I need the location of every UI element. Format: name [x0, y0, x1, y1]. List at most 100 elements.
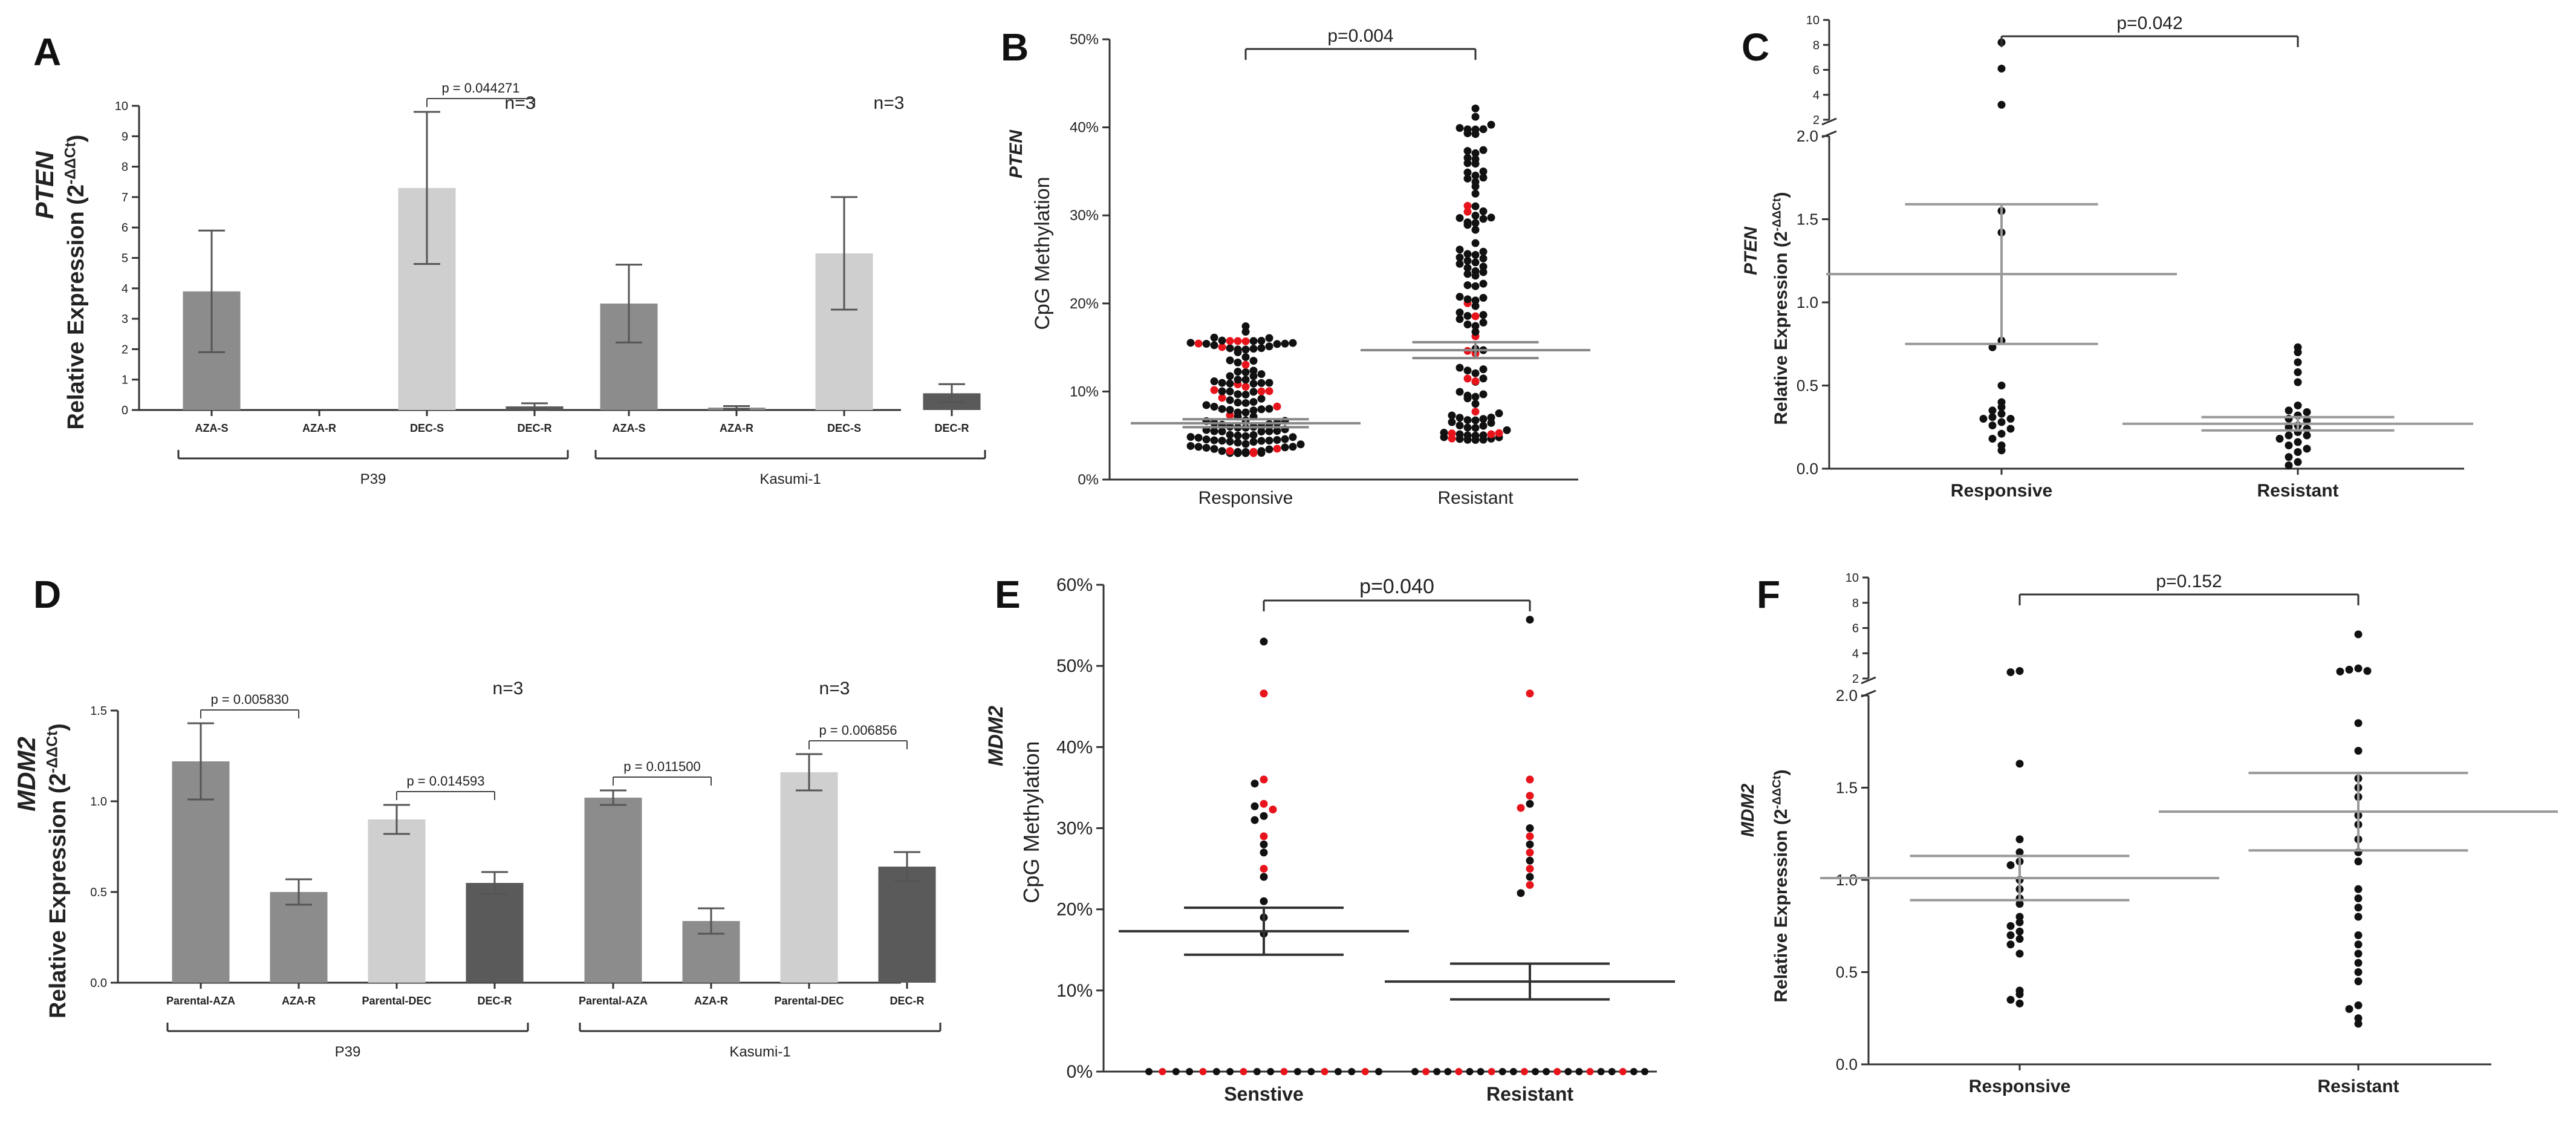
- data-point: [1234, 345, 1242, 354]
- data-point-zero: [1240, 1068, 1247, 1075]
- data-point: [1218, 437, 1226, 445]
- data-point: [2354, 931, 2363, 939]
- data-point: [1249, 379, 1258, 388]
- data-point: [1456, 124, 1464, 132]
- y-tick-label: 8: [1813, 39, 1820, 52]
- x-tick-label: Responsive: [1199, 488, 1293, 508]
- x-tick-label: AZA-R: [720, 422, 753, 434]
- data-point: [1471, 282, 1480, 290]
- data-point: [1471, 431, 1480, 440]
- data-point-zero: [1375, 1068, 1382, 1075]
- data-point: [2006, 415, 2015, 423]
- n-label: n=3: [505, 93, 536, 113]
- y-axis-label-close: ): [45, 723, 71, 731]
- panel-letter-D: D: [33, 573, 61, 616]
- data-point: [1241, 337, 1250, 345]
- data-point: [1260, 848, 1268, 857]
- data-point: [1226, 337, 1234, 345]
- data-point-zero: [1361, 1068, 1369, 1075]
- data-point: [2285, 406, 2293, 415]
- y-tick-label: 30%: [1056, 819, 1093, 839]
- y-axis-label-close: ): [63, 135, 89, 143]
- data-point: [1210, 402, 1218, 411]
- data-point: [1226, 431, 1234, 439]
- y-axis-label-text: Relative Expression (2: [1771, 231, 1791, 425]
- data-point: [1463, 270, 1472, 278]
- data-point-zero: [1145, 1068, 1153, 1075]
- p-value-label: p = 0.011500: [623, 759, 700, 774]
- data-point: [2354, 719, 2363, 728]
- data-point: [1471, 258, 1480, 267]
- data-point-zero: [1172, 1068, 1180, 1075]
- y-tick-label: 10: [1806, 14, 1820, 27]
- x-tick-label: DEC-R: [890, 995, 925, 1007]
- data-point: [1456, 315, 1464, 324]
- data-point: [1241, 345, 1250, 354]
- data-point: [1471, 112, 1480, 121]
- data-point: [1202, 401, 1211, 409]
- y-axis-label-text: Relative Expression (2: [45, 773, 71, 1018]
- data-point: [1257, 344, 1266, 353]
- data-point: [1471, 416, 1480, 425]
- data-point: [2345, 665, 2353, 674]
- data-point: [1479, 207, 1488, 215]
- data-point: [1479, 174, 1488, 182]
- y-tick-label: 50%: [1056, 656, 1093, 676]
- data-point: [1997, 429, 2006, 438]
- data-point: [1456, 430, 1464, 438]
- data-point: [1226, 396, 1234, 405]
- data-point: [2015, 900, 2024, 908]
- data-point: [1471, 296, 1480, 305]
- data-point-zero: [1586, 1068, 1594, 1075]
- data-point: [2015, 848, 2024, 856]
- data-point: [1517, 889, 1525, 897]
- y-tick-label: 1.5: [1797, 210, 1818, 229]
- y-axis-label: CpG Methylation: [1031, 177, 1054, 330]
- group-label: P39: [360, 471, 386, 487]
- data-point: [1234, 431, 1242, 440]
- data-point: [1440, 429, 1448, 437]
- data-point-zero: [1186, 1068, 1194, 1075]
- data-point: [2294, 378, 2302, 386]
- data-point: [2015, 918, 2024, 926]
- axis-break-mark: [1821, 117, 1837, 126]
- data-point: [1448, 429, 1456, 438]
- x-tick-label: AZA-R: [302, 422, 336, 434]
- data-point: [1479, 431, 1488, 440]
- y-tick-label: 1.0: [1797, 293, 1818, 311]
- data-point: [1463, 295, 1472, 304]
- data-point: [1463, 147, 1472, 155]
- data-point: [2294, 438, 2302, 446]
- x-tick-label: Responsive: [1969, 1076, 2070, 1096]
- data-point: [1526, 865, 1534, 873]
- data-point: [1471, 312, 1480, 321]
- bar: [780, 772, 838, 983]
- data-point: [2303, 408, 2311, 416]
- data-point-zero: [1477, 1068, 1485, 1075]
- data-point: [1210, 427, 1218, 435]
- y-tick-label: 40%: [1056, 737, 1093, 757]
- y-tick-label: 2: [122, 343, 128, 356]
- y-tick-label: 0.0: [1797, 460, 1818, 478]
- data-point: [1471, 377, 1480, 385]
- data-point: [1517, 804, 1525, 812]
- data-point: [1260, 799, 1268, 808]
- panel-letter-A: A: [33, 30, 61, 74]
- data-point: [1251, 802, 1259, 810]
- data-point: [1495, 429, 1503, 437]
- data-point: [1997, 446, 2006, 455]
- data-point: [1997, 403, 2006, 411]
- data-point: [1265, 427, 1273, 435]
- data-point: [1257, 387, 1266, 395]
- data-point: [1251, 816, 1259, 824]
- data-point: [1487, 120, 1495, 129]
- data-point: [1273, 427, 1281, 435]
- panel-letter-C: C: [1742, 25, 1769, 69]
- data-point: [1471, 171, 1480, 180]
- group-label: Kasumi-1: [729, 1044, 790, 1060]
- y-axis-label-close: ): [1771, 769, 1791, 775]
- data-point: [1218, 447, 1226, 455]
- y-tick-label: 1.0: [1836, 871, 1858, 889]
- data-point: [1226, 437, 1234, 446]
- y-tick-label: 8: [1852, 597, 1859, 610]
